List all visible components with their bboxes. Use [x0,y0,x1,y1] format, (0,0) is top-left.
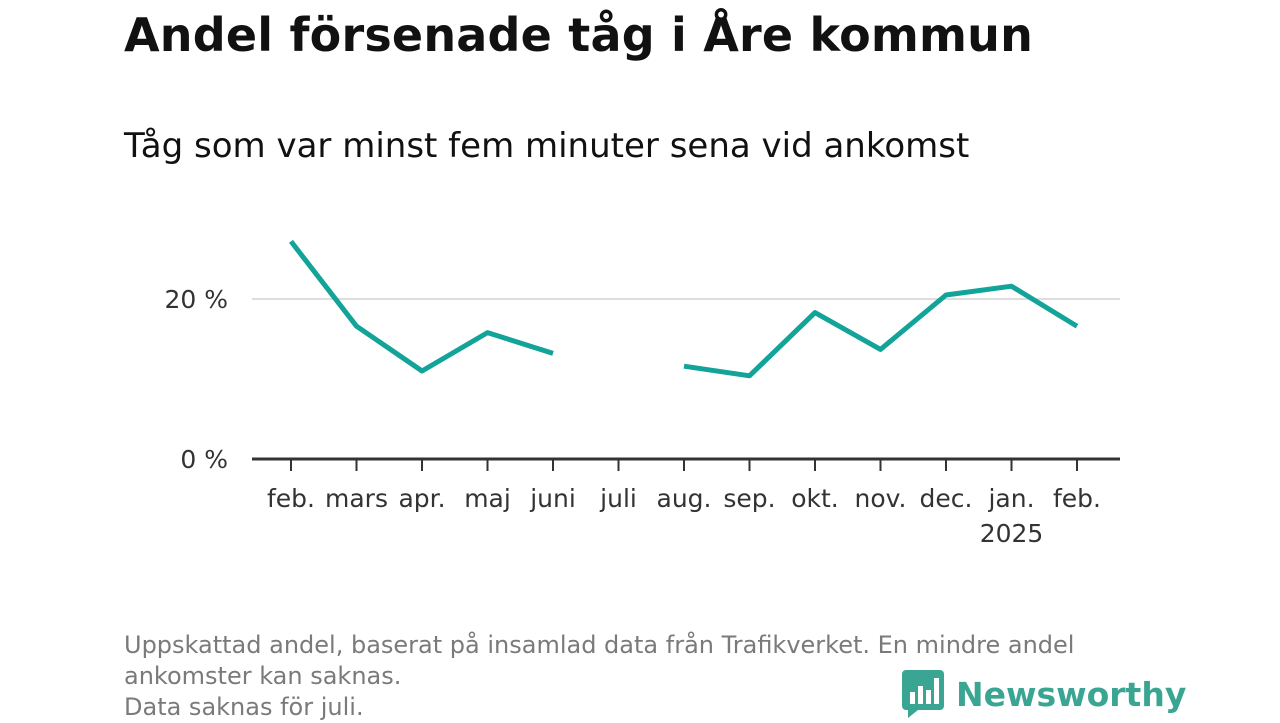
x-tick-label: feb. [267,484,315,513]
footnote: Uppskattad andel, baserat på insamlad da… [124,630,1164,723]
x-tick-label: maj [464,484,511,513]
footnote-line-2: ankomster kan saknas. [124,662,402,690]
footnote-line-3: Data saknas för juli. [124,693,364,721]
x-tick-label: juli [599,484,637,513]
x-tick-label: okt. [791,484,839,513]
brand-name: Newsworthy [956,674,1187,714]
footnote-line-1: Uppskattad andel, baserat på insamlad da… [124,631,1075,659]
x-tick-label: feb. [1053,484,1101,513]
y-tick-label: 0 % [180,445,228,474]
x-tick-label: apr. [398,484,445,513]
line-chart: 0 % 20 % feb. mars apr. maj juni juli aug. sep. o… [164,239,1120,548]
chart-subtitle: Tåg som var minst fem minuter sena vid a… [124,126,970,166]
x-tick-label: aug. [657,484,712,513]
x-tick-label: jan. [987,484,1034,513]
x-tick-label: mars [325,484,388,513]
brand: Newsworthy [902,670,1186,718]
y-tick-label: 20 % [164,285,228,314]
x-tick-label: sep. [723,484,775,513]
x-tick-label: nov. [855,484,907,513]
series-line-segment-0 [289,239,554,374]
series-line-segment-1 [683,283,1079,379]
newsworthy-logo-icon [902,670,944,718]
x-tick-label: dec. [920,484,973,513]
x-tick-label: juni [529,484,576,513]
x-tick-sublabel: 2025 [980,519,1044,548]
chart-title: Andel försenade tåg i Åre kommun [124,8,1034,62]
